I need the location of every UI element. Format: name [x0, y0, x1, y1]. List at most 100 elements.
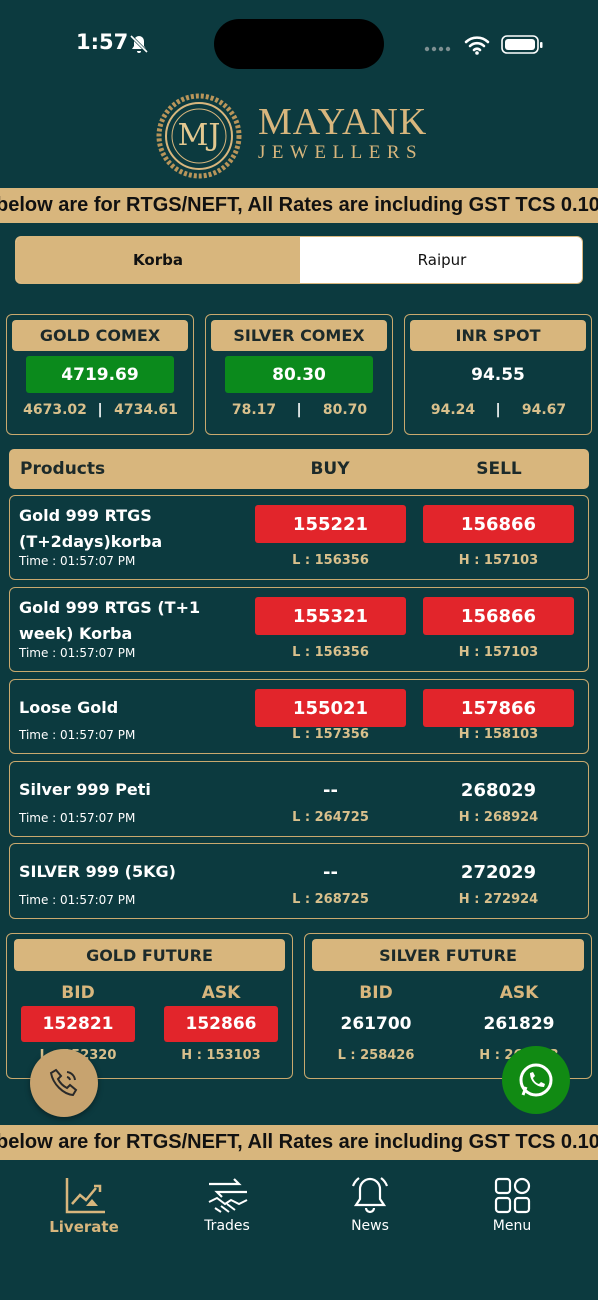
future-bid-label: BID	[359, 983, 393, 1003]
spot-separator: |	[495, 402, 501, 418]
brand-name: MAYANK	[258, 101, 428, 143]
future-high: H : 153103	[181, 1047, 261, 1063]
product-name: Gold 999 RTGS (T+2days)korba	[19, 506, 163, 551]
product-sell: 156866	[423, 597, 574, 635]
mute-icon	[129, 34, 149, 54]
product-high: H : 157103	[458, 552, 539, 568]
product-buy: 155021	[255, 689, 406, 727]
product-sell: 268029	[460, 779, 537, 801]
news-icon	[351, 1177, 389, 1214]
product-high: H : 157103	[458, 644, 539, 660]
spot-card	[205, 314, 393, 435]
future-card	[6, 933, 293, 1079]
future-title: SILVER FUTURE	[312, 939, 584, 971]
product-time: Time : 01:57:07 PM	[19, 811, 136, 825]
product-low: L : 264725	[292, 809, 369, 825]
spot-separator: |	[97, 402, 103, 418]
future-low: L : 258426	[337, 1047, 415, 1063]
product-sell: 272029	[460, 861, 537, 883]
product-name: Gold 999 RTGS (T+1 week) Korba	[19, 598, 201, 643]
product-row	[9, 761, 589, 837]
future-ask-label: ASK	[499, 983, 539, 1003]
future-title: GOLD FUTURE	[14, 939, 285, 971]
dynamic-island	[214, 19, 384, 69]
nav-liverate[interactable]: Liverate	[29, 1170, 139, 1240]
product-buy: 155321	[255, 597, 406, 635]
spot-title: INR SPOT	[410, 320, 586, 351]
product-time: Time : 01:57:07 PM	[19, 893, 136, 907]
nav-label: Menu	[492, 1218, 532, 1234]
product-low: L : 268725	[292, 891, 369, 907]
future-ask: 152866	[164, 1006, 278, 1042]
product-low: L : 156356	[292, 552, 369, 568]
ticker-bar: below are for RTGS/NEFT, All Rates are i…	[0, 1125, 598, 1160]
future-ask-label: ASK	[201, 983, 241, 1003]
nav-menu[interactable]: Menu	[457, 1170, 567, 1240]
tab-korba[interactable]: Korba	[16, 237, 300, 283]
call-icon	[49, 1068, 78, 1097]
future-bid: 261700	[340, 1014, 412, 1034]
status-time: 1:57	[76, 30, 129, 54]
nav-label: Liverate	[49, 1218, 119, 1236]
spot-high: 4734.61	[114, 402, 178, 418]
nav-label: News	[351, 1218, 389, 1234]
header-products: Products	[20, 459, 106, 479]
header-sell: SELL	[476, 459, 522, 479]
products-header	[9, 449, 589, 489]
nav-news[interactable]: News	[315, 1170, 425, 1240]
future-bid-label: BID	[61, 983, 95, 1003]
ticker-text: below are for RTGS/NEFT, All Rates are i…	[0, 194, 598, 216]
brand-sub: JEWELLERS	[258, 142, 424, 163]
whatsapp-button[interactable]	[502, 1046, 570, 1114]
location-tabs: Korba Raipur	[15, 236, 583, 284]
product-time: Time : 01:57:07 PM	[19, 554, 136, 568]
logo-monogram: MJ	[177, 117, 221, 153]
product-row	[9, 679, 589, 754]
spot-high: 94.67	[521, 402, 567, 418]
call-button[interactable]	[30, 1049, 98, 1117]
spot-value: 80.30	[225, 356, 373, 393]
product-time: Time : 01:57:07 PM	[19, 728, 136, 742]
product-row	[9, 587, 589, 672]
spot-value: 94.55	[471, 364, 525, 385]
product-name: Silver 999 Peti	[19, 780, 151, 799]
ticker-bar: below are for RTGS/NEFT, All Rates are i…	[0, 188, 598, 223]
logo-emblem	[156, 93, 242, 179]
spot-card	[404, 314, 592, 435]
product-buy: --	[323, 779, 338, 801]
tab-raipur[interactable]: Raipur	[417, 251, 467, 269]
future-bid: 152821	[21, 1006, 135, 1042]
spot-low: 4673.02	[23, 402, 87, 418]
spot-title: SILVER COMEX	[211, 320, 387, 351]
product-buy: 155221	[255, 505, 406, 543]
nav-label: Trades	[204, 1218, 250, 1234]
status-icons	[424, 35, 543, 55]
product-sell: 157866	[423, 689, 574, 727]
product-low: L : 156356	[292, 644, 369, 660]
spot-high: 80.70	[322, 402, 368, 418]
liverate-icon	[65, 1178, 105, 1214]
product-high: H : 268924	[458, 809, 539, 825]
product-low: L : 157356	[292, 726, 369, 742]
product-row	[9, 843, 589, 919]
nav-trades[interactable]: Trades	[172, 1170, 282, 1240]
future-ask: 261829	[483, 1014, 555, 1034]
spot-title: GOLD COMEX	[12, 320, 188, 351]
trades-icon	[208, 1178, 248, 1213]
spot-value: 4719.69	[26, 356, 174, 393]
spot-low: 94.24	[430, 402, 476, 418]
whatsapp-icon	[519, 1063, 553, 1097]
product-time: Time : 01:57:07 PM	[19, 646, 136, 660]
ticker-text: below are for RTGS/NEFT, All Rates are i…	[0, 1131, 598, 1153]
product-name: Loose Gold	[19, 698, 119, 717]
product-row	[9, 495, 589, 580]
product-name: SILVER 999 (5KG)	[19, 862, 176, 881]
product-high: H : 272924	[458, 891, 539, 907]
future-card	[304, 933, 592, 1079]
product-sell: 156866	[423, 505, 574, 543]
spot-low: 78.17	[231, 402, 277, 418]
spot-separator: |	[296, 402, 302, 418]
product-high: H : 158103	[458, 726, 539, 742]
product-buy: --	[323, 861, 338, 883]
